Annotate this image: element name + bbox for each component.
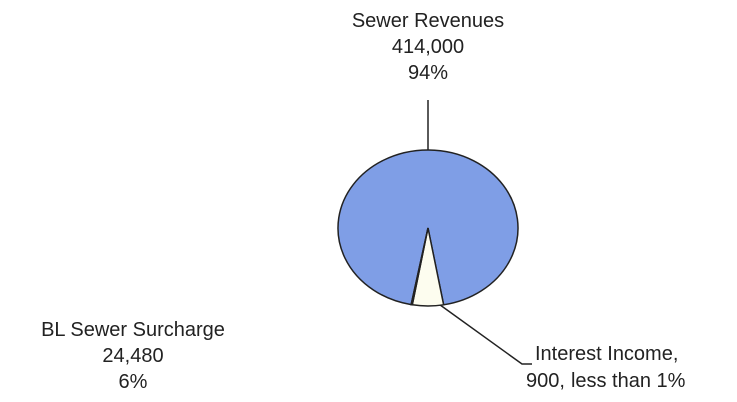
value-label: 900, xyxy=(526,370,565,392)
slice-label: Sewer Revenues xyxy=(352,10,504,32)
percent-label: 6% xyxy=(119,371,148,393)
percent-label: 94% xyxy=(408,62,448,84)
slice-label: BL Sewer Surcharge xyxy=(41,319,225,341)
value-label: 24,480 xyxy=(102,345,163,367)
leader-line xyxy=(435,301,532,365)
value-label: 900, less than 1% xyxy=(526,370,686,392)
percent-label: less than 1% xyxy=(571,370,686,392)
pie-slice xyxy=(337,149,519,306)
slice-label: Interest Income, xyxy=(535,343,678,365)
value-label: 414,000 xyxy=(392,36,464,58)
pie-slice xyxy=(410,227,429,306)
